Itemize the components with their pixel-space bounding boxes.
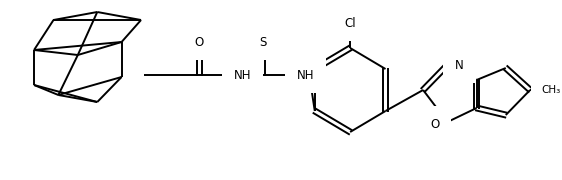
- Text: Cl: Cl: [345, 17, 356, 30]
- Text: NH: NH: [233, 69, 251, 82]
- Text: O: O: [195, 35, 204, 48]
- Text: NH: NH: [297, 69, 314, 82]
- Text: N: N: [455, 58, 464, 71]
- Text: S: S: [259, 35, 266, 48]
- Text: O: O: [430, 118, 439, 130]
- Text: CH₃: CH₃: [542, 85, 561, 95]
